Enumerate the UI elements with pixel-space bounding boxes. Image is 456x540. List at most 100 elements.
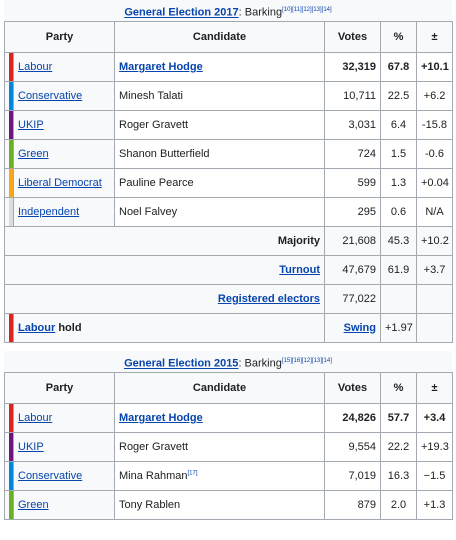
party-color-swatch bbox=[4, 139, 14, 169]
votes-cell: 3,031 bbox=[324, 110, 381, 140]
turnout-change: +3.7 bbox=[416, 255, 453, 285]
votes-cell: 10,711 bbox=[324, 81, 381, 111]
change-cell: +0.04 bbox=[416, 168, 453, 198]
header-row: Party Candidate Votes % ± bbox=[4, 21, 453, 53]
majority-change: +10.2 bbox=[416, 226, 453, 256]
candidate-cell: Noel Falvey bbox=[114, 197, 325, 227]
party-link[interactable]: Independent bbox=[18, 206, 80, 218]
candidate-row: Independent Noel Falvey 295 0.6 N/A bbox=[4, 197, 453, 227]
hold-row: Labour hold Swing +1.97 bbox=[4, 313, 453, 343]
change-cell: +1.3 bbox=[416, 490, 453, 520]
pct-cell: 16.3 bbox=[380, 461, 417, 491]
change-cell: -0.6 bbox=[416, 139, 453, 169]
header-party: Party bbox=[4, 372, 115, 404]
candidate-cell: Pauline Pearce bbox=[114, 168, 325, 198]
party-color-swatch bbox=[4, 110, 14, 140]
candidate-cell: Roger Gravett bbox=[114, 432, 325, 462]
election-2017-caption: General Election 2017: Barking[10][11][1… bbox=[4, 0, 452, 21]
change-cell: +6.2 bbox=[416, 81, 453, 111]
candidate-cell: Tony Rablen bbox=[114, 490, 325, 520]
party-link[interactable]: Labour bbox=[18, 61, 53, 73]
election-2017-link[interactable]: General Election 2017 bbox=[124, 6, 239, 19]
turnout-votes: 47,679 bbox=[324, 255, 381, 285]
pct-cell: 22.5 bbox=[380, 81, 417, 111]
candidate-name: Noel Falvey bbox=[119, 206, 178, 218]
change-cell: +19.3 bbox=[416, 432, 453, 462]
party-cell: Conservative bbox=[13, 81, 115, 111]
swing-label-cell: Swing bbox=[324, 313, 381, 343]
election-2017-constituency: : Barking bbox=[238, 6, 283, 19]
candidate-name: Shanon Butterfield bbox=[119, 148, 210, 160]
candidate-name: Minesh Talati bbox=[119, 90, 183, 102]
party-link[interactable]: Liberal Democrat bbox=[18, 177, 102, 189]
registered-electors-link[interactable]: Registered electors bbox=[217, 293, 320, 305]
party-link[interactable]: UKIP bbox=[18, 441, 44, 453]
votes-cell: 724 bbox=[324, 139, 381, 169]
votes-cell: 599 bbox=[324, 168, 381, 198]
party-link[interactable]: Conservative bbox=[18, 470, 83, 482]
party-color-swatch bbox=[4, 168, 14, 198]
election-2015-caption: General Election 2015: Barking[15][16][1… bbox=[4, 351, 452, 372]
candidate-cell: Margaret Hodge bbox=[114, 403, 325, 433]
turnout-link[interactable]: Turnout bbox=[279, 264, 320, 276]
party-color-bar bbox=[9, 53, 13, 81]
pct-cell: 6.4 bbox=[380, 110, 417, 140]
party-link[interactable]: Labour bbox=[18, 412, 53, 424]
party-color-bar bbox=[9, 169, 13, 197]
party-link[interactable]: UKIP bbox=[18, 119, 44, 131]
hold-cell: Labour hold bbox=[13, 313, 325, 343]
votes-cell: 879 bbox=[324, 490, 381, 520]
header-change: ± bbox=[416, 21, 453, 53]
candidate-name: Mina Rahman bbox=[119, 470, 188, 482]
swing-link[interactable]: Swing bbox=[343, 322, 376, 334]
change-cell: -15.8 bbox=[416, 110, 453, 140]
swing-empty bbox=[416, 313, 453, 343]
header-votes: Votes bbox=[324, 21, 381, 53]
party-color-bar bbox=[9, 82, 13, 110]
election-2015-refs[interactable]: [15][16][12][13][14] bbox=[281, 358, 332, 364]
party-cell: Conservative bbox=[13, 461, 115, 491]
party-color-bar bbox=[9, 462, 13, 490]
candidate-row: Green Shanon Butterfield 724 1.5 -0.6 bbox=[4, 139, 453, 169]
pct-cell: 57.7 bbox=[380, 403, 417, 433]
party-link[interactable]: Green bbox=[18, 499, 49, 511]
votes-cell: 32,319 bbox=[324, 52, 381, 82]
candidate-row: Conservative Minesh Talati 10,711 22.5 +6.2 bbox=[4, 81, 453, 111]
candidate-row: Conservative Mina Rahman[17] 7,019 16.3 −1.5 bbox=[4, 461, 453, 491]
candidate-row: Labour Margaret Hodge 24,826 57.7 +3.4 bbox=[4, 403, 453, 433]
party-cell: Independent bbox=[13, 197, 115, 227]
votes-cell: 24,826 bbox=[324, 403, 381, 433]
hold-party-link[interactable]: Labour bbox=[18, 322, 56, 334]
candidate-name: Roger Gravett bbox=[119, 441, 189, 453]
party-color-swatch bbox=[4, 461, 14, 491]
pct-cell: 22.2 bbox=[380, 432, 417, 462]
candidate-row: Liberal Democrat Pauline Pearce 599 1.3 +0.0… bbox=[4, 168, 453, 198]
election-2017-refs[interactable]: [10][11][12][13][14] bbox=[282, 7, 332, 13]
party-link[interactable]: Green bbox=[18, 148, 49, 160]
pct-cell: 2.0 bbox=[380, 490, 417, 520]
party-cell: Liberal Democrat bbox=[13, 168, 115, 198]
party-color-bar bbox=[9, 491, 13, 519]
majority-label: Majority bbox=[4, 226, 325, 256]
votes-cell: 295 bbox=[324, 197, 381, 227]
candidate-row: Green Tony Rablen 879 2.0 +1.3 bbox=[4, 490, 453, 520]
party-cell: Green bbox=[13, 139, 115, 169]
candidate-link[interactable]: Margaret Hodge bbox=[119, 412, 203, 424]
election-2015-link[interactable]: General Election 2015 bbox=[124, 357, 239, 370]
election-2015-table: Party Candidate Votes % ± Labour Margaret… bbox=[4, 372, 453, 520]
turnout-label-cell: Turnout bbox=[4, 255, 325, 285]
candidate-cell: Shanon Butterfield bbox=[114, 139, 325, 169]
change-cell: +10.1 bbox=[416, 52, 453, 82]
candidate-link[interactable]: Margaret Hodge bbox=[119, 61, 203, 73]
header-candidate: Candidate bbox=[114, 21, 325, 53]
party-color-bar bbox=[9, 111, 13, 139]
party-cell: UKIP bbox=[13, 432, 115, 462]
party-color-swatch bbox=[4, 52, 14, 82]
candidate-ref[interactable]: [17] bbox=[187, 470, 198, 477]
majority-row: Majority 21,608 45.3 +10.2 bbox=[4, 226, 453, 256]
registered-label-cell: Registered electors bbox=[4, 284, 325, 314]
election-2017-table: Party Candidate Votes % ± Labour Margaret… bbox=[4, 21, 453, 343]
party-color-bar bbox=[9, 404, 13, 432]
party-link[interactable]: Conservative bbox=[18, 90, 83, 102]
header-pct: % bbox=[380, 21, 417, 53]
